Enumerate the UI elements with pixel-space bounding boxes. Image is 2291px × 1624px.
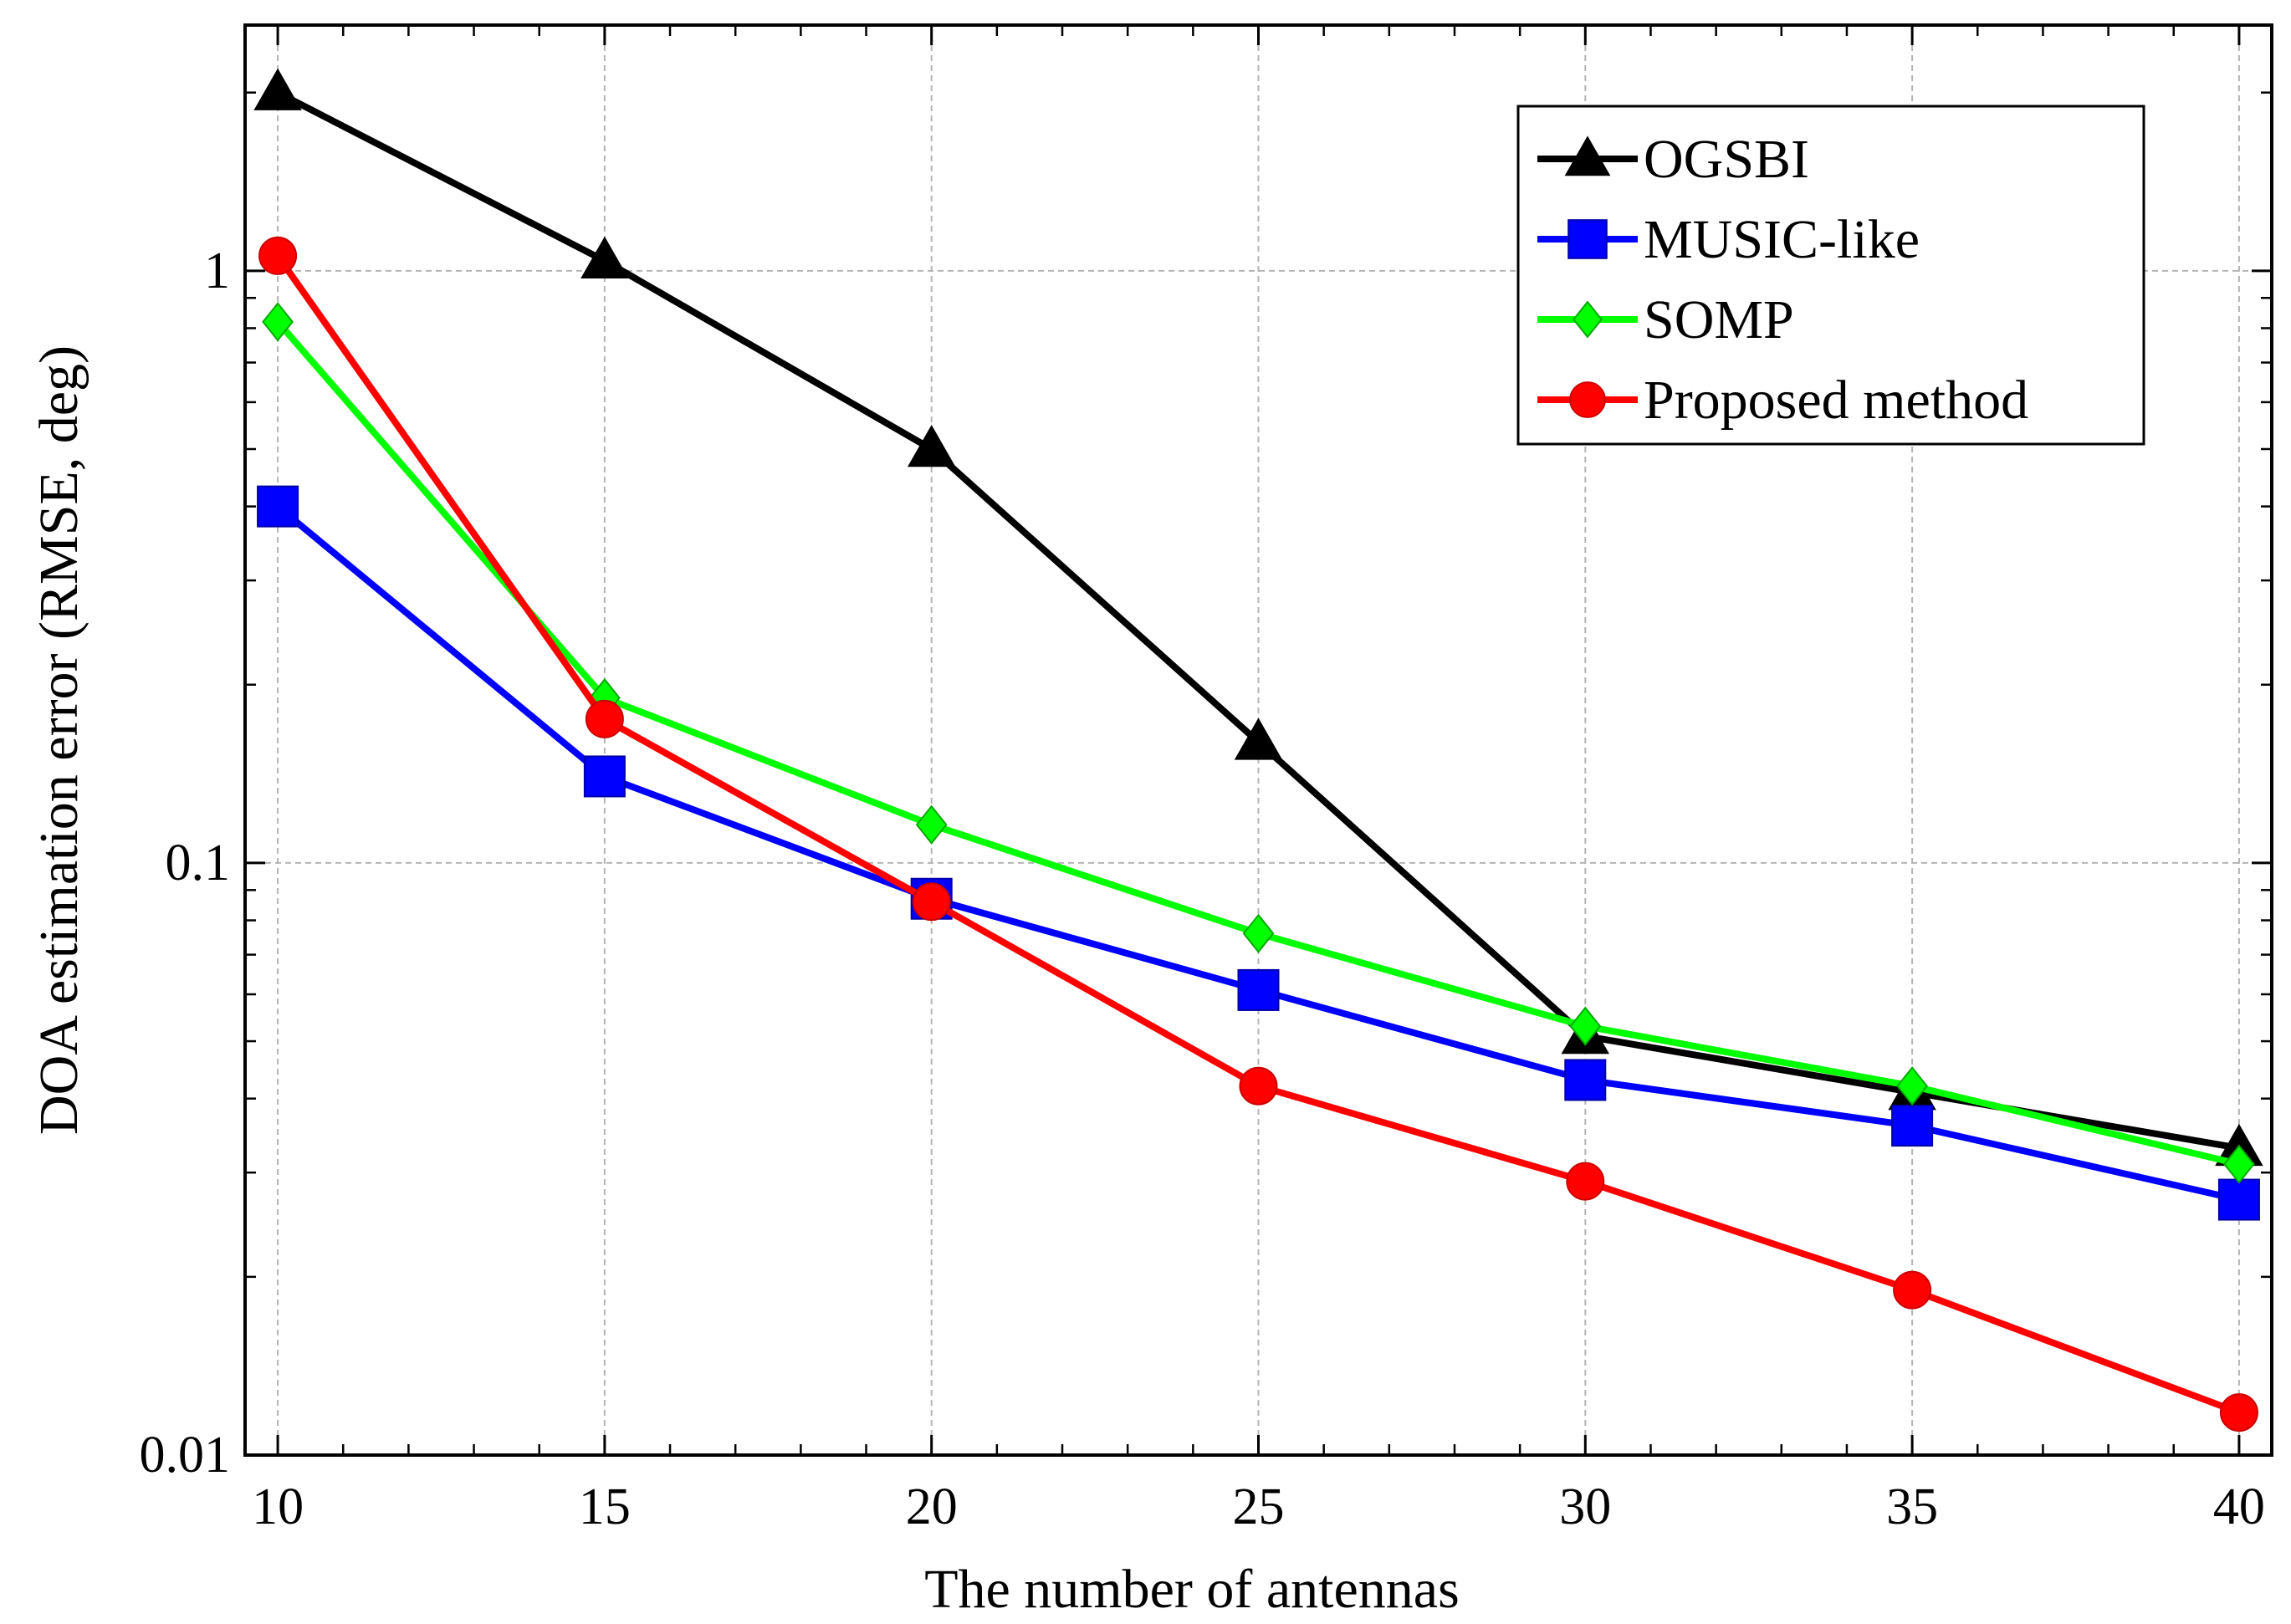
data-point-square	[1237, 968, 1280, 1011]
legend-label: Proposed method	[1644, 370, 2028, 431]
y-tick-label: 0.01	[140, 1427, 231, 1484]
data-point-square	[2217, 1178, 2260, 1221]
legend-box	[1516, 105, 2145, 446]
plot-frame	[243, 23, 2273, 1457]
x-tick-label: 30	[1559, 1478, 1611, 1535]
y-tick-label: 1	[204, 243, 230, 299]
x-tick-label: 25	[1233, 1478, 1285, 1535]
y-axis-label: DOA estimation error (RMSE, deg)	[28, 345, 89, 1135]
minor-ticks	[245, 25, 2272, 1455]
legend-entry-ogsbi: OGSBI	[1537, 129, 1809, 190]
x-tick-labels: 10 15 20 25 30 35 40	[252, 1478, 2265, 1535]
legend-entry-music-like: MUSIC-like	[1537, 209, 1920, 270]
x-tick-label: 35	[1886, 1478, 1938, 1535]
data-point-triangle	[1564, 135, 1611, 176]
data-point-circle	[1566, 1162, 1605, 1201]
y-tick-labels: 0.01 0.1 1	[140, 243, 231, 1484]
data-point-triangle	[580, 236, 629, 279]
y-tick-label: 0.1	[166, 835, 231, 891]
data-point-circle	[1569, 381, 1606, 418]
data-point-diamond	[262, 302, 294, 342]
data-point-square	[257, 485, 299, 528]
data-point-triangle	[253, 68, 302, 110]
series-somp	[262, 302, 2255, 1184]
data-point-square	[1891, 1105, 1934, 1147]
data-point-diamond	[1572, 300, 1603, 339]
legend-label: SOMP	[1644, 289, 1794, 350]
series-proposed-method	[258, 236, 2258, 1432]
x-tick-label: 40	[2213, 1478, 2265, 1535]
legend: OGSBI MUSIC-like SOMP Proposed method	[1516, 105, 2145, 446]
legend-label: MUSIC-like	[1644, 209, 1920, 270]
series-music-like	[257, 485, 2260, 1221]
data-point-square	[583, 755, 626, 798]
legend-entry-somp: SOMP	[1537, 289, 1794, 350]
data-point-circle	[258, 236, 298, 275]
data-point-square	[1567, 219, 1608, 259]
data-point-triangle	[907, 424, 956, 467]
data-point-circle	[2219, 1393, 2258, 1432]
data-point-circle	[912, 882, 951, 922]
series	[253, 68, 2263, 1432]
data-point-diamond	[2223, 1144, 2255, 1184]
data-point-circle	[1893, 1270, 1932, 1310]
data-point-diamond	[1896, 1066, 1928, 1106]
legend-entry-proposed-method: Proposed method	[1537, 370, 2028, 431]
data-point-circle	[585, 699, 624, 738]
data-point-square	[1564, 1059, 1607, 1101]
x-tick-label: 20	[906, 1478, 958, 1535]
x-axis-label: The number of antennas	[924, 1559, 1460, 1620]
data-point-diamond	[915, 804, 948, 845]
data-point-diamond	[1569, 1006, 1602, 1046]
x-tick-label: 10	[252, 1478, 304, 1535]
x-tick-label: 15	[579, 1478, 631, 1535]
data-point-diamond	[1242, 913, 1275, 953]
data-point-circle	[1239, 1066, 1278, 1106]
data-point-triangle	[1234, 718, 1283, 760]
legend-label: OGSBI	[1644, 129, 1809, 190]
